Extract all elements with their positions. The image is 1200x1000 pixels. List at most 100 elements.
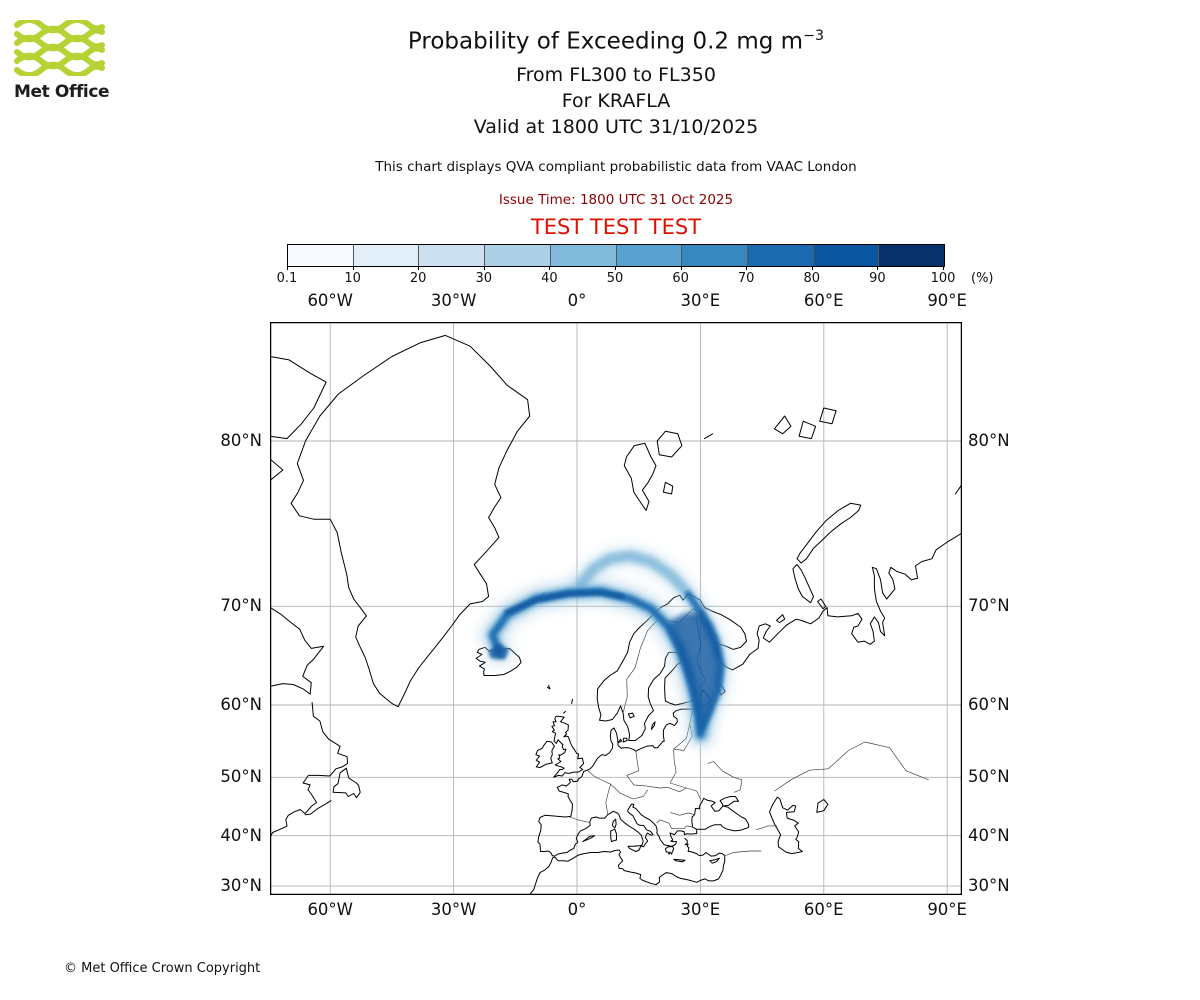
coastline [769, 796, 803, 855]
country-border [669, 782, 702, 800]
colorbar-tick-mark [418, 266, 420, 270]
lat-label-left: 60°N [220, 695, 262, 715]
colorbar-segment [549, 245, 616, 266]
logo-wave-stroke [14, 61, 105, 79]
coastline [622, 737, 628, 743]
lon-label-bottom: 30°E [680, 900, 721, 919]
colorbar-tick-label: 10 [344, 271, 361, 286]
colorbar-unit: (%) [971, 271, 994, 286]
coastline [611, 818, 617, 829]
colorbar-tick-mark [549, 266, 551, 270]
colorbar-segment [878, 245, 945, 266]
lat-label-left: 40°N [220, 825, 262, 845]
ash-probability-plume [488, 643, 510, 660]
country-border [725, 850, 762, 856]
lat-label-right: 30°N [968, 876, 1010, 896]
coastline [704, 433, 714, 440]
colorbar-tick-mark [746, 266, 748, 270]
coastline [535, 740, 555, 768]
issue-time: Issue Time: 1800 UTC 31 Oct 2025 [498, 192, 734, 208]
coastline [290, 334, 531, 708]
colorbar-tick-label: 60 [672, 271, 689, 286]
colorbar-segments [287, 244, 945, 267]
lat-label-left: 30°N [220, 876, 262, 896]
colorbar-segment [484, 245, 550, 266]
coastline [270, 702, 348, 838]
colorbar-tick-label: 20 [409, 271, 427, 286]
colorbar-tick-label: 0.1 [276, 271, 298, 286]
coastline [798, 420, 817, 440]
coastline [776, 614, 786, 624]
coastline [617, 738, 622, 744]
coastline [817, 598, 827, 610]
colorbar-segment [352, 245, 419, 266]
colorbar: 0.1 10 20 30 40 50 60 70 80 90 100 (%) [277, 244, 1047, 296]
coastline [691, 797, 750, 832]
logo-wave-stroke [14, 16, 105, 34]
colorbar-tick-mark [943, 266, 944, 270]
coastline [332, 767, 361, 799]
coastline [627, 712, 635, 719]
title-block: Probability of Exceeding 0.2 mg m−3 From… [32, 0, 1200, 240]
ash-probability-plume [504, 590, 625, 615]
logo-waves-icon [14, 16, 105, 79]
lon-label-bottom: 60°E [803, 900, 844, 919]
coastline [627, 844, 642, 852]
lat-label-right: 50°N [968, 767, 1010, 787]
logo-text: Met Office [14, 82, 110, 102]
coastline [304, 800, 332, 816]
met-office-logo: Met Office [14, 16, 134, 102]
test-banner: TEST TEST TEST [530, 215, 702, 239]
colorbar-segment [615, 245, 682, 266]
coastline [796, 502, 862, 564]
coastline [709, 857, 720, 864]
colorbar-tick-mark [811, 266, 813, 270]
coastline [270, 356, 327, 440]
coastline [719, 796, 740, 807]
colorbar-segment [746, 245, 813, 266]
coastline [596, 532, 962, 721]
colorbar-tick-mark [877, 266, 879, 270]
map-canvas [270, 322, 962, 895]
lat-label-right: 80°N [968, 430, 1010, 450]
coastline [816, 799, 829, 813]
chart-title: Probability of Exceeding 0.2 mg m−3 [32, 28, 1200, 55]
country-border [774, 741, 929, 792]
qva-description: This chart displays QVA compliant probab… [375, 159, 857, 175]
coastline [792, 564, 814, 604]
logo-wave-stroke [14, 34, 105, 52]
lat-label-left: 70°N [220, 596, 262, 616]
colorbar-segment [288, 245, 353, 266]
subtitle-valid-time: Valid at 1800 UTC 31/10/2025 [473, 116, 759, 138]
lat-label-left: 80°N [220, 430, 262, 450]
lon-label-bottom: 90°E [927, 900, 967, 919]
colorbar-tick-mark [352, 266, 354, 270]
coastline [673, 858, 686, 863]
country-border [656, 819, 693, 830]
lon-label-bottom: 60°W [307, 900, 353, 919]
colorbar-segment [418, 245, 485, 266]
coastline [662, 481, 674, 495]
colorbar-tick-mark [680, 266, 682, 270]
colorbar-segment [812, 245, 879, 266]
country-border [569, 816, 591, 823]
country-border [756, 825, 777, 831]
coastline [527, 837, 726, 895]
map-frame [270, 322, 962, 895]
colorbar-tick-mark [483, 266, 485, 270]
colorbar-tick-label: 50 [606, 271, 624, 286]
lat-label-right: 40°N [968, 825, 1010, 845]
coastline [571, 698, 573, 704]
copyright-notice: © Met Office Crown Copyright [64, 961, 261, 976]
colorbar-tick-label: 30 [475, 271, 493, 286]
lon-label-bottom: 0° [567, 900, 587, 919]
colorbar-tick-label: 80 [803, 271, 821, 286]
logo-wave-stroke [14, 52, 105, 70]
ash-probability-plume [667, 611, 721, 735]
country-border [626, 751, 687, 793]
coastline [656, 430, 683, 458]
coastline [582, 835, 596, 843]
colorbar-tick-label: 40 [541, 271, 558, 286]
country-border [610, 783, 648, 800]
